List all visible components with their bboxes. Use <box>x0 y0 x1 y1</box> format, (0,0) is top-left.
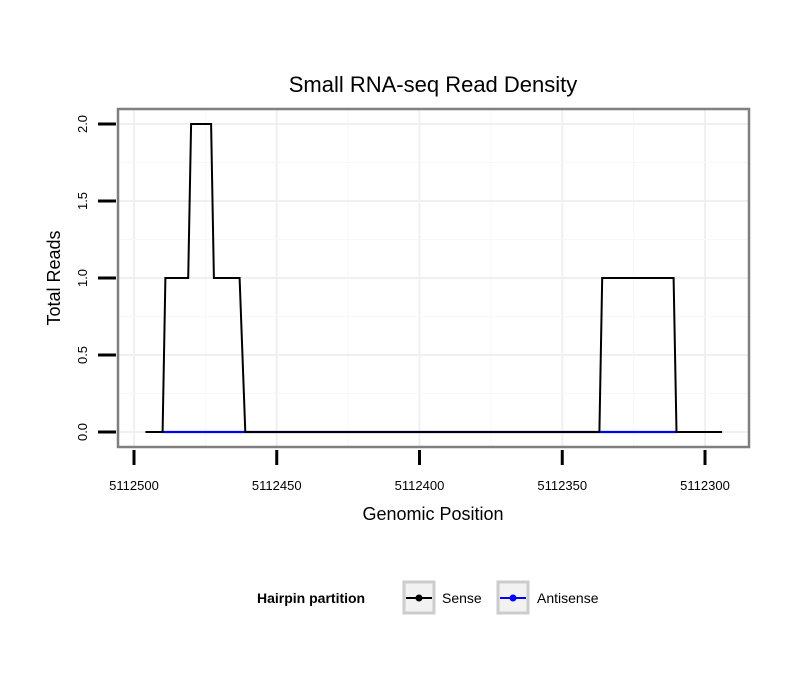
chart-title: Small RNA-seq Read Density <box>289 72 578 97</box>
legend-point-antisense <box>509 594 517 602</box>
y-tick-label-1: 0.5 <box>75 346 90 364</box>
legend-label-sense: Sense <box>442 590 482 606</box>
x-tick-label-2: 5112400 <box>395 478 445 493</box>
series-line-sense <box>145 123 723 433</box>
legend-point-sense <box>415 594 423 602</box>
series-layer <box>145 123 723 434</box>
x-tick-label-3: 5112350 <box>537 478 587 493</box>
y-axis-title: Total Reads <box>44 230 64 325</box>
x-tick-label-4: 5112300 <box>680 478 730 493</box>
x-tick-label-1: 5112450 <box>252 478 302 493</box>
x-axis: 5112500 5112450 5112400 5112350 5112300 <box>109 450 730 493</box>
y-tick-label-0: 0.0 <box>75 423 90 441</box>
y-tick-label-3: 1.5 <box>75 192 90 210</box>
legend: Hairpin partition Sense Antisense <box>257 580 599 615</box>
x-axis-title: Genomic Position <box>362 504 503 524</box>
legend-title: Hairpin partition <box>257 590 365 606</box>
y-tick-label-4: 2.0 <box>75 115 90 133</box>
panel-border <box>116 107 751 449</box>
x-tick-label-0: 5112500 <box>109 478 159 493</box>
y-axis: 0.0 0.5 1.0 1.5 2.0 <box>75 115 116 441</box>
y-tick-label-2: 1.0 <box>75 269 90 287</box>
legend-label-antisense: Antisense <box>537 590 599 606</box>
